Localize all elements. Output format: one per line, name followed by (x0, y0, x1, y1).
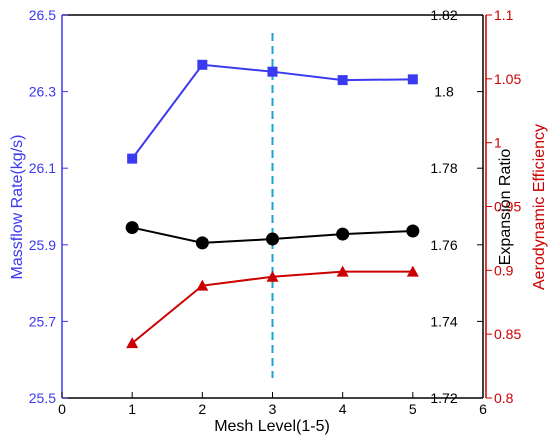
right2-tick-label: 1 (494, 135, 502, 151)
right2-tick-label: 0.8 (494, 390, 514, 406)
left-tick-label: 25.9 (29, 237, 56, 253)
right1-tick-label: 1.8 (434, 84, 454, 100)
left-tick-label: 25.7 (29, 313, 56, 329)
triangle-point (406, 265, 419, 277)
right1-tick-label: 1.72 (430, 390, 457, 406)
right1-tick-label: 1.76 (430, 237, 457, 253)
right1-tick-label: 1.74 (430, 313, 457, 329)
triangle-point (266, 270, 279, 282)
right1-tick-label: 1.78 (430, 160, 457, 176)
square-point (407, 74, 418, 85)
circle-point (125, 221, 139, 235)
right-y-axis-1: 1.72 1.74 1.76 1.78 1.8 1.82 (430, 7, 483, 406)
series-layer (125, 59, 420, 349)
right2-tick-label: 0.9 (494, 262, 514, 278)
left-y-axis: 25.5 25.7 25.9 26.1 26.3 26.5 (29, 7, 68, 406)
x-tick-label: 0 (58, 401, 66, 417)
circle-point (266, 232, 279, 246)
square-point (337, 75, 348, 86)
right2-tick-label: 1.1 (494, 7, 514, 23)
x-tick-label: 4 (339, 401, 347, 417)
x-tick-label: 6 (479, 401, 487, 417)
x-tick-label: 5 (409, 401, 417, 417)
left-tick-label: 25.5 (29, 390, 56, 406)
left-tick-label: 26.5 (29, 7, 56, 23)
square-point (197, 59, 208, 70)
x-tick-label: 3 (269, 401, 277, 417)
circle-point (195, 236, 209, 250)
square-point (127, 153, 138, 164)
left-tick-label: 26.3 (29, 84, 56, 100)
x-tick-label: 1 (128, 401, 136, 417)
right-y-axis-1-title: Expansion Ratio (497, 149, 514, 266)
x-axis-title: Mesh Level(1-5) (214, 418, 330, 435)
x-tick-label: 2 (198, 401, 206, 417)
x-axis: 0 1 2 3 4 5 6 (58, 392, 487, 417)
right2-tick-label: 0.85 (494, 326, 521, 342)
triangle-point (126, 337, 139, 349)
triangle-point (336, 265, 349, 277)
circle-point (406, 224, 420, 238)
left-y-axis-title: Massflow Rate(kg/s) (9, 135, 26, 280)
triangle-point (196, 279, 209, 291)
square-point (267, 66, 278, 77)
right-y-axis-2: 0.8 0.85 0.9 0.95 1 1.05 1.1 (486, 7, 521, 406)
right1-tick-label: 1.82 (430, 7, 457, 23)
right2-tick-label: 0.95 (494, 199, 521, 215)
left-tick-label: 26.1 (29, 160, 56, 176)
circle-point (336, 227, 350, 241)
right-y-axis-2-title: Aerodynamic Efficiency (531, 124, 548, 290)
right2-tick-label: 1.05 (494, 71, 521, 87)
